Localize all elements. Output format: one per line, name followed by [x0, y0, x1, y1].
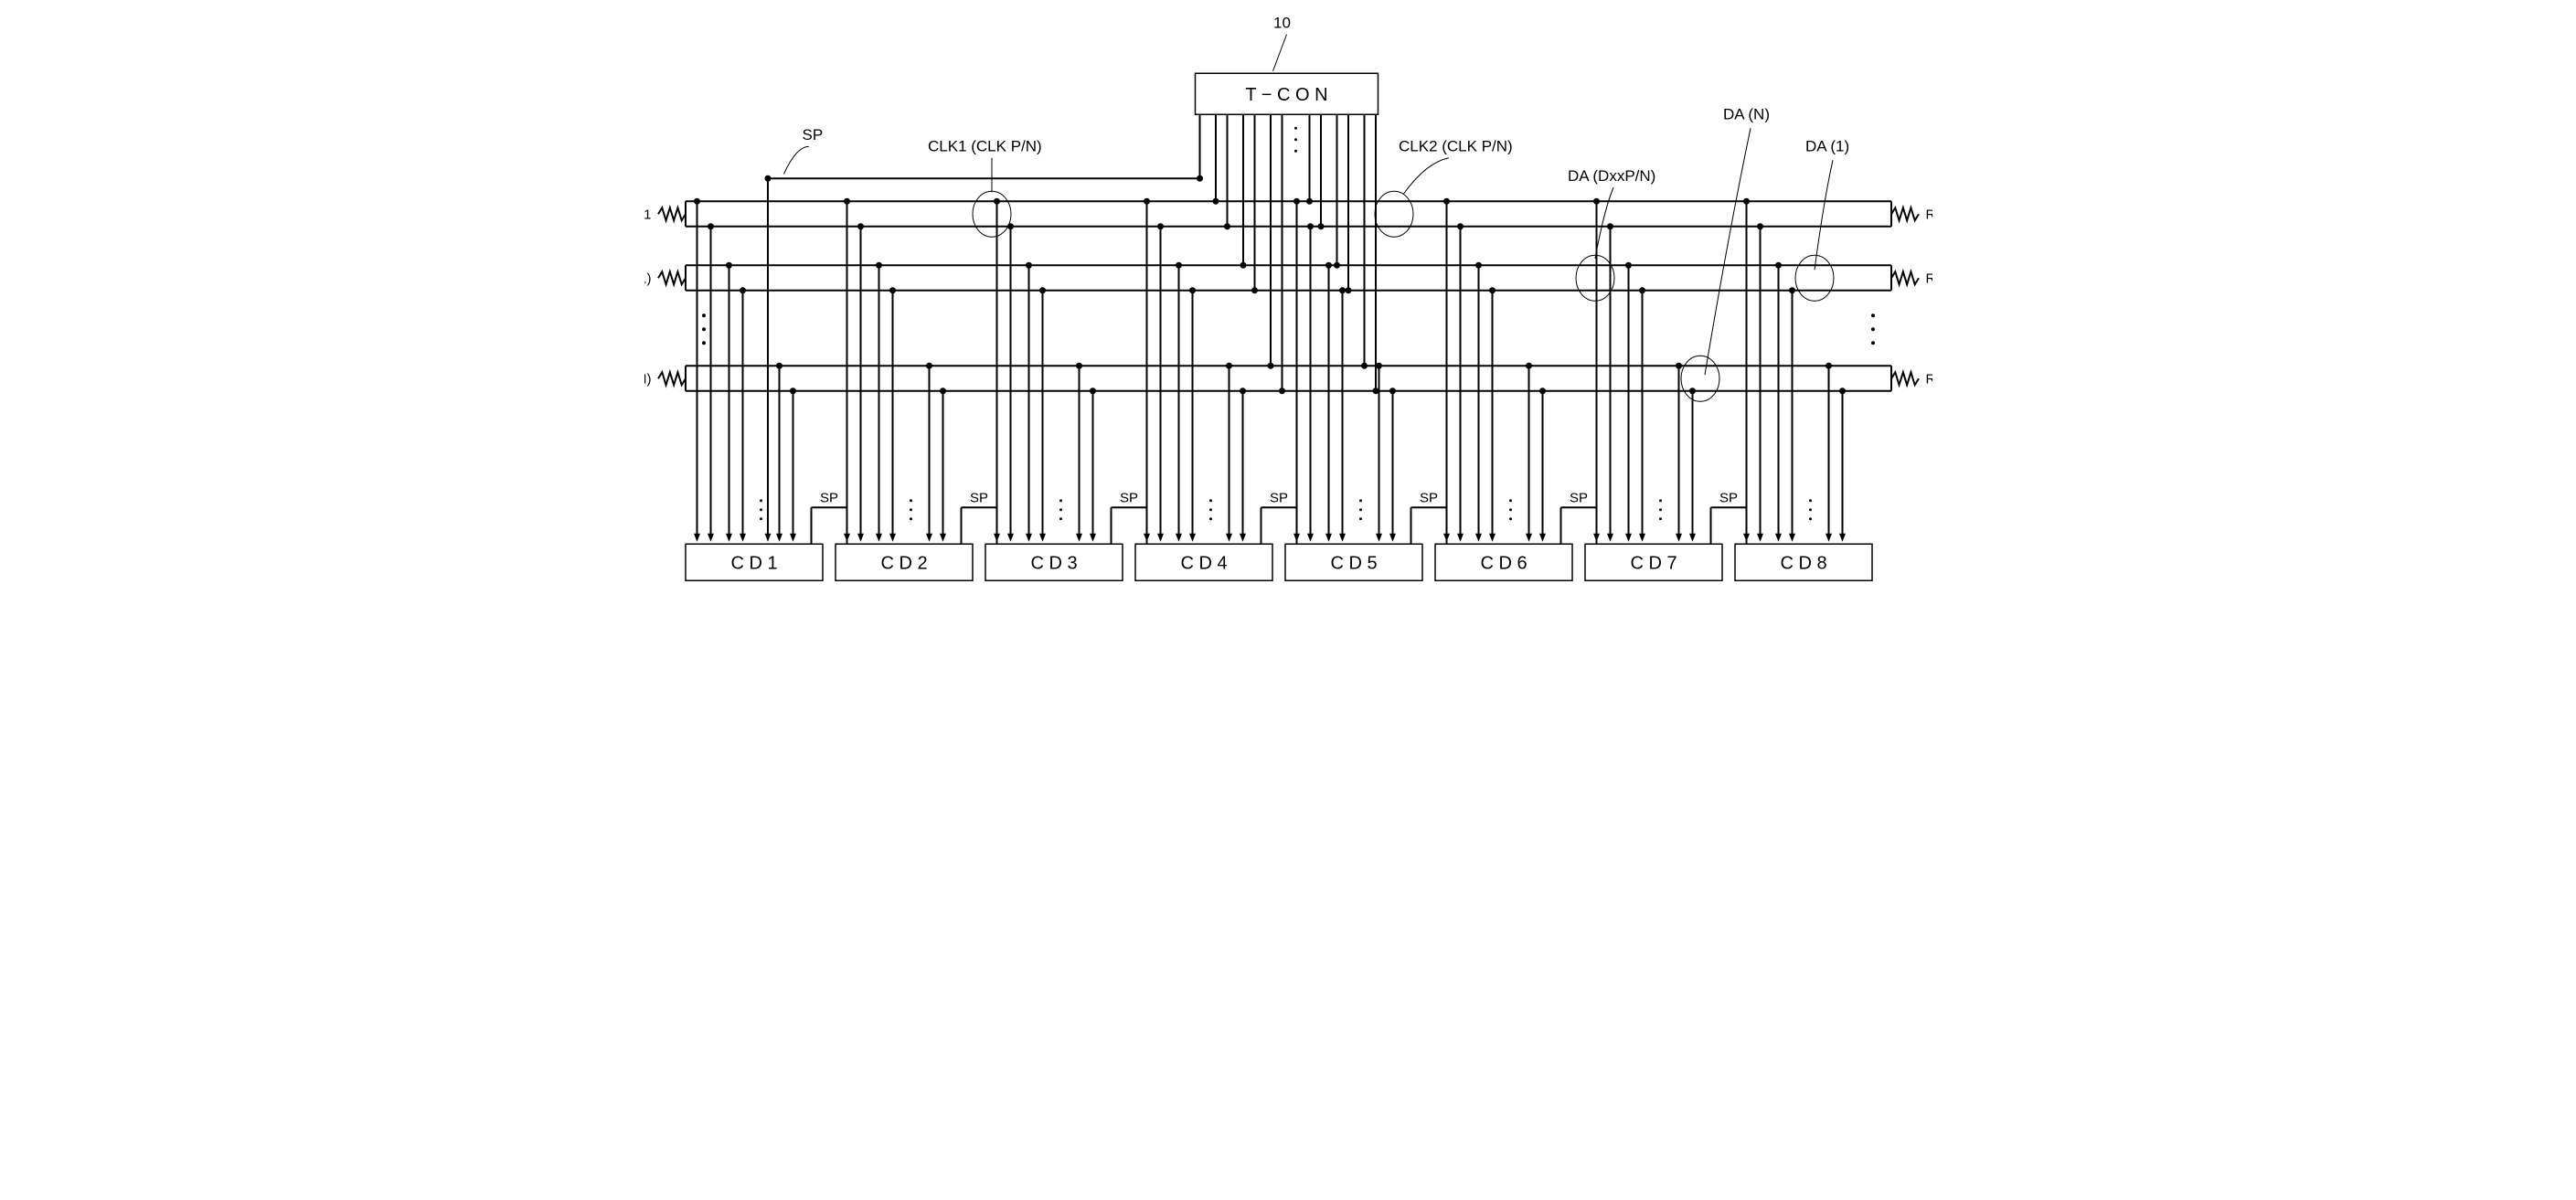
- svg-text:CLK1 (CLK P/N): CLK1 (CLK P/N): [928, 137, 1042, 154]
- svg-text:R CLK1: R CLK1: [644, 207, 652, 222]
- svg-text:SP: SP: [1419, 490, 1437, 505]
- svg-text:SP: SP: [1269, 490, 1287, 505]
- svg-text:DA (N): DA (N): [1723, 105, 1770, 122]
- svg-text:C D 2: C D 2: [880, 553, 927, 573]
- svg-text:SP: SP: [969, 490, 987, 505]
- svg-text:R CLK2: R CLK2: [1925, 207, 1932, 222]
- svg-text:SP: SP: [1569, 490, 1587, 505]
- svg-text:SP: SP: [1719, 490, 1737, 505]
- svg-text:R 2(N): R 2(N): [1925, 371, 1932, 387]
- svg-text:C D 5: C D 5: [1330, 553, 1377, 573]
- svg-text:DA (DxxP/N): DA (DxxP/N): [1568, 167, 1655, 185]
- svg-text:C D 1: C D 1: [730, 553, 777, 573]
- svg-text:C D 8: C D 8: [1780, 553, 1826, 573]
- svg-text:DA (1): DA (1): [1805, 137, 1849, 154]
- svg-text:R 2(1): R 2(1): [1925, 271, 1932, 286]
- svg-text:R 1(1): R 1(1): [644, 271, 652, 286]
- svg-text:10: 10: [1273, 14, 1291, 31]
- svg-text:C D 6: C D 6: [1480, 553, 1527, 573]
- svg-text:T − C O N: T − C O N: [1245, 85, 1327, 105]
- svg-text:SP: SP: [819, 490, 837, 505]
- svg-text:CLK2 (CLK P/N): CLK2 (CLK P/N): [1399, 137, 1513, 154]
- svg-text:SP: SP: [802, 126, 823, 143]
- svg-text:C D 3: C D 3: [1030, 553, 1077, 573]
- svg-text:SP: SP: [1119, 490, 1137, 505]
- svg-text:R 1(N): R 1(N): [644, 371, 652, 387]
- svg-text:C D 7: C D 7: [1630, 553, 1677, 573]
- svg-text:C D 4: C D 4: [1180, 553, 1227, 573]
